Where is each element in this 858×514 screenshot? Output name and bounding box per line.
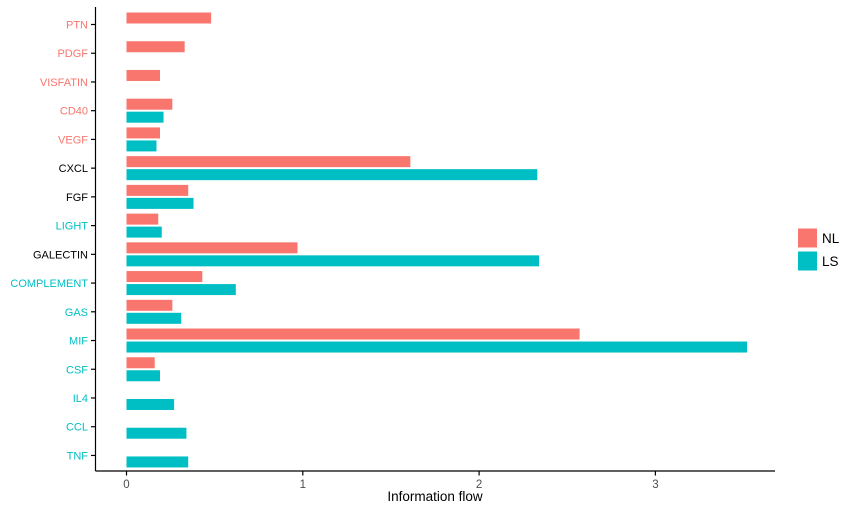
bar-ls-mif	[126, 341, 748, 353]
bars-layer	[126, 12, 748, 468]
category-label-cd40: CD40	[60, 106, 88, 118]
bar-nl-fgf	[126, 184, 189, 196]
category-label-csf: CSF	[66, 364, 88, 376]
bar-nl-mif	[126, 328, 580, 340]
category-label-visfatin: VISFATIN	[40, 77, 88, 89]
bar-nl-cxcl	[126, 156, 411, 168]
category-label-ccl: CCL	[66, 422, 88, 434]
legend-swatch-nl	[798, 228, 817, 248]
bar-ls-light	[126, 226, 162, 238]
category-label-light: LIGHT	[56, 221, 89, 233]
x-tick-label-0: 0	[123, 479, 129, 491]
category-label-complement: COMPLEMENT	[10, 278, 88, 290]
legend: NL LS	[798, 228, 840, 271]
bar-ls-ccl	[126, 427, 187, 439]
bar-ls-galectin	[126, 255, 540, 267]
bar-ls-csf	[126, 370, 160, 382]
bar-nl-galectin	[126, 242, 298, 254]
bar-nl-cd40	[126, 98, 173, 110]
category-label-gas: GAS	[65, 307, 88, 319]
category-label-ptn: PTN	[66, 20, 88, 32]
category-label-pdgf: PDGF	[57, 48, 88, 60]
category-label-galectin: GALECTIN	[33, 249, 88, 261]
category-label-vegf: VEGF	[58, 134, 88, 146]
category-label-fgf: FGF	[66, 192, 88, 204]
bar-ls-gas	[126, 312, 182, 324]
bar-nl-ptn	[126, 12, 212, 24]
bar-ls-tnf	[126, 456, 189, 468]
bar-nl-csf	[126, 357, 155, 369]
x-axis-title: Information flow	[387, 489, 483, 504]
category-label-mif: MIF	[69, 336, 88, 348]
bar-ls-vegf	[126, 140, 157, 152]
bar-ls-fgf	[126, 197, 194, 209]
x-tick-label-2: 2	[476, 479, 482, 491]
category-label-il4: IL4	[73, 393, 88, 405]
bar-nl-visfatin	[126, 69, 160, 81]
bar-nl-vegf	[126, 127, 160, 139]
legend-swatch-ls	[798, 251, 817, 271]
legend-label-nl: NL	[822, 231, 840, 246]
category-label-cxcl: CXCL	[59, 163, 88, 175]
labels-layer: 0 1 2 3 PTN PDGF VISFATIN CD40 VEGF CXCL FGF LIGHT G…	[10, 20, 658, 492]
legend-label-ls: LS	[822, 254, 839, 269]
bar-ls-complement	[126, 284, 236, 296]
bar-ls-il4	[126, 398, 175, 410]
bar-ls-cd40	[126, 111, 164, 123]
bar-nl-pdgf	[126, 41, 185, 53]
x-tick-label-3: 3	[652, 479, 658, 491]
bar-ls-cxcl	[126, 169, 538, 181]
bar-nl-complement	[126, 271, 203, 283]
bar-nl-light	[126, 213, 159, 225]
axes-layer	[91, 7, 775, 476]
x-tick-label-1: 1	[300, 479, 306, 491]
category-label-tnf: TNF	[67, 450, 89, 462]
bar-nl-gas	[126, 299, 173, 311]
